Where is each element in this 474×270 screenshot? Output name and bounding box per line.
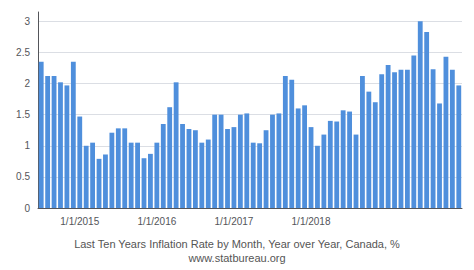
svg-text:2.5: 2.5 [16,47,30,58]
svg-text:0.5: 0.5 [16,171,30,182]
svg-text:3: 3 [24,16,30,27]
svg-text:0: 0 [24,203,30,214]
svg-text:1/1/2016: 1/1/2016 [137,216,176,227]
svg-text:1: 1 [24,140,30,151]
svg-text:www.statbureau.org: www.statbureau.org [187,252,285,264]
svg-text:1.5: 1.5 [16,109,30,120]
svg-text:1/1/2018: 1/1/2018 [292,216,331,227]
svg-text:Last Ten Years Inflation Rate: Last Ten Years Inflation Rate by Month, … [74,238,400,250]
svg-text:1/1/2017: 1/1/2017 [214,216,253,227]
svg-text:1/1/2015: 1/1/2015 [60,216,99,227]
svg-text:2: 2 [24,78,30,89]
